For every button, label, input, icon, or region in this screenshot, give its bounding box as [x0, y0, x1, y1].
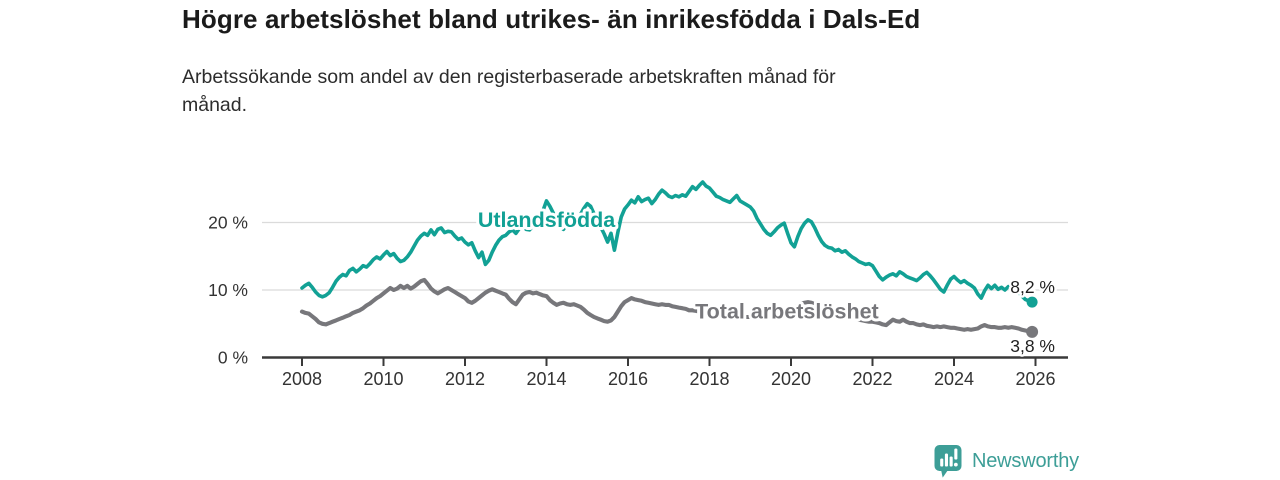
series-label: Total arbetslöshet — [695, 299, 879, 323]
newsworthy-logo-icon — [934, 445, 962, 478]
x-tick-label: 2012 — [445, 369, 485, 389]
page-title: Högre arbetslöshet bland utrikes- än inr… — [182, 4, 921, 34]
x-tick-label: 2026 — [1015, 369, 1055, 389]
y-tick-label: 20 % — [208, 213, 248, 233]
end-dot-utlandsfodda — [1026, 296, 1038, 308]
x-tick-label: 2014 — [526, 369, 566, 389]
y-tick-label: 0 % — [218, 348, 248, 368]
x-tick-label: 2024 — [934, 369, 974, 389]
end-value-label: 8,2 % — [1010, 277, 1055, 297]
x-tick-label: 2022 — [852, 369, 892, 389]
x-tick-label: 2020 — [771, 369, 811, 389]
x-tick-label: 2008 — [282, 369, 322, 389]
x-tick-label: 2010 — [363, 369, 403, 389]
chart-subtitle: Arbetssökande som andel av den registerb… — [182, 66, 836, 116]
line-total-arbetsloshet — [299, 277, 1035, 334]
y-tick-label: 10 % — [208, 280, 248, 300]
end-dot-total-arbetsloshet — [1026, 325, 1039, 338]
logo-bar-chart-glyph — [940, 448, 958, 467]
line-utlandsfodda — [300, 180, 1034, 304]
x-tick-label: 2018 — [689, 369, 729, 389]
end-value-label: 3,8 % — [1010, 336, 1055, 356]
series-label: Utlandsfödda — [478, 208, 616, 232]
newsworthy-logo-text: Newsworthy — [972, 449, 1079, 472]
x-tick-label: 2016 — [608, 369, 648, 389]
newsworthy-logo: Newsworthy — [933, 444, 1079, 478]
